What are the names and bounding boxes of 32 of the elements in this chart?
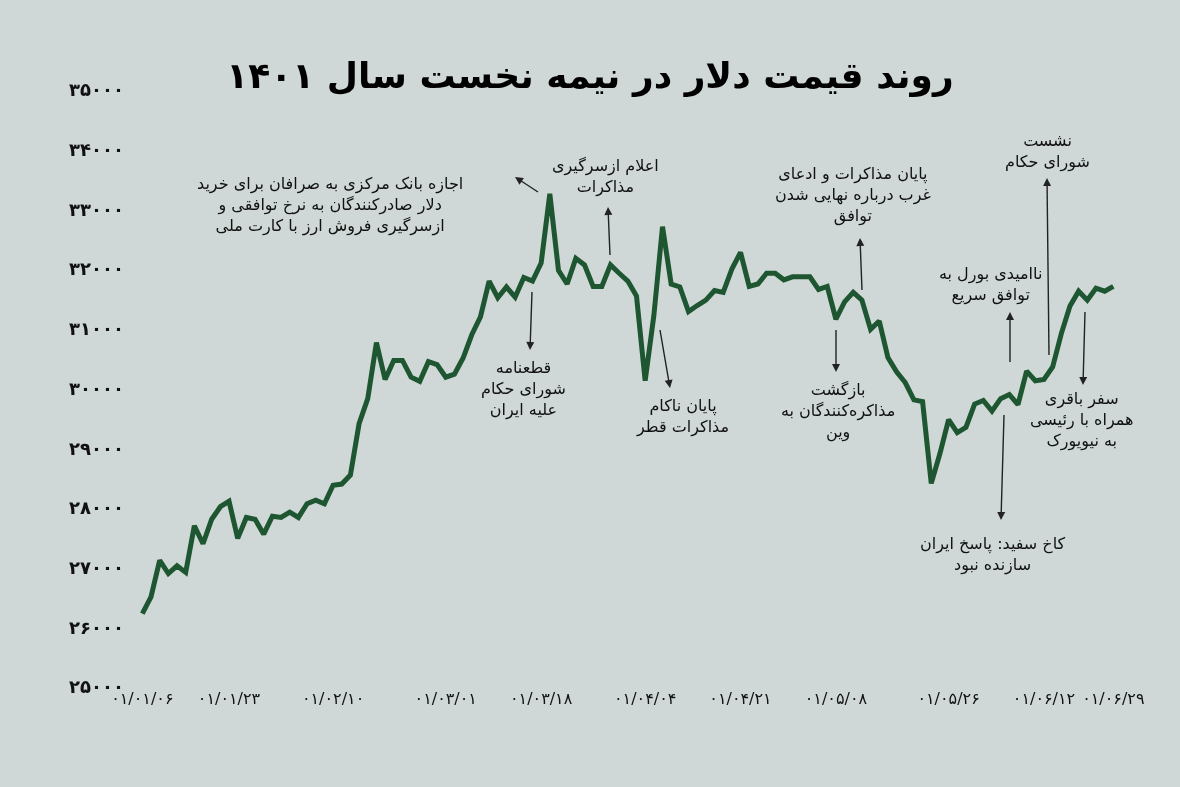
annotation: اعلام ازسرگیری مذاکرات bbox=[552, 156, 659, 197]
x-tick-label: ۰۱/۰۲/۱۰ bbox=[301, 689, 365, 708]
x-tick-label: ۰۱/۰۵/۲۶ bbox=[917, 689, 980, 708]
annotation: نشست شورای حکام bbox=[1005, 131, 1090, 172]
y-tick-label: ۳۰۰۰۰ bbox=[69, 377, 124, 399]
y-tick-label: ۳۲۰۰۰ bbox=[69, 258, 124, 280]
y-tick-label: ۲۶۰۰۰ bbox=[69, 616, 124, 638]
y-tick-label: ۲۹۰۰۰ bbox=[69, 437, 124, 459]
y-tick-label: ۳۳۰۰۰ bbox=[69, 198, 124, 220]
x-tick-label: ۰۱/۰۳/۱۸ bbox=[509, 689, 573, 708]
x-tick-label: ۰۱/۰۶/۲۹ bbox=[1082, 689, 1145, 708]
annotation: ناامیدی بورل به توافق سریع bbox=[939, 264, 1043, 305]
annotation: قطعنامه شورای حکام علیه ایران bbox=[481, 358, 566, 420]
x-tick-label: ۰۱/۰۳/۰۱ bbox=[414, 689, 477, 708]
x-tick-label: ۰۱/۰۶/۱۲ bbox=[1012, 689, 1076, 708]
y-tick-label: ۲۸۰۰۰ bbox=[69, 497, 124, 519]
x-tick-label: ۰۱/۰۱/۰۶ bbox=[111, 689, 174, 708]
x-tick-label: ۰۱/۰۵/۰۸ bbox=[804, 689, 868, 708]
x-tick-label: ۰۱/۰۴/۲۱ bbox=[709, 689, 772, 708]
x-tick-label: ۰۱/۰۴/۰۴ bbox=[614, 689, 677, 708]
annotation: کاخ سفید: پاسخ ایران سازنده نبود bbox=[920, 534, 1066, 575]
annotation: اجازه بانک مرکزی به صرافان برای خرید دلار صادرکنندگان به نرخ توافقی و ازسرگیری فروش ارز با کارت ملی bbox=[197, 174, 464, 236]
annotation: سفر باقری همراه با رئیسی به نیویورک bbox=[1030, 389, 1134, 451]
chart-title: روند قیمت دلار در نیمه نخست سال ۱۴۰۱ bbox=[226, 54, 954, 97]
y-tick-label: ۲۷۰۰۰ bbox=[69, 556, 124, 578]
annotation: پایان مذاکرات و ادعای غرب درباره نهایی شدن توافق bbox=[775, 164, 931, 226]
y-tick-label: ۳۱۰۰۰ bbox=[69, 318, 124, 340]
y-tick-label: ۳۴۰۰۰ bbox=[69, 139, 124, 160]
annotation: بازگشت مذاکره‌کنندگان به وین bbox=[781, 380, 896, 442]
annotation: پایان ناکام مذاکرات قطر bbox=[636, 396, 730, 437]
x-tick-label: ۰۱/۰۱/۲۳ bbox=[197, 689, 261, 708]
y-tick-label: ۳۵۰۰۰ bbox=[69, 79, 124, 101]
